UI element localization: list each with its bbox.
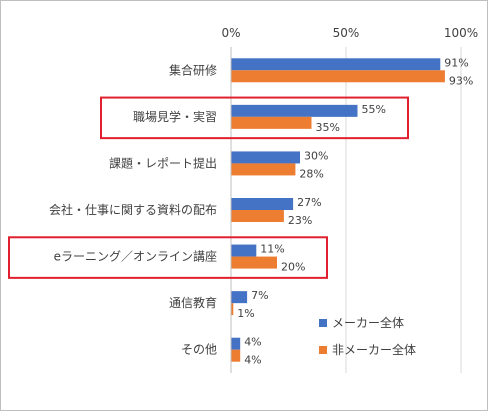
data-label: 27%: [297, 196, 321, 209]
x-tick-label: 50%: [333, 26, 360, 40]
data-label: 23%: [288, 214, 312, 227]
category-label: 通信教育: [169, 295, 217, 310]
bar-nonmaker: [231, 256, 277, 269]
bar-nonmaker: [231, 116, 312, 129]
category-label: その他: [181, 343, 217, 357]
data-label: 35%: [316, 121, 340, 134]
category-label: 会社・仕事に関する資料の配布: [49, 202, 217, 217]
bar-nonmaker: [231, 163, 296, 176]
highlight-box: [8, 236, 328, 279]
bar-maker: [231, 104, 358, 117]
data-label: 93%: [449, 74, 473, 87]
data-label: 7%: [251, 289, 268, 302]
bar-maker: [231, 337, 241, 350]
data-label: 4%: [244, 336, 261, 349]
bar-maker: [231, 58, 441, 71]
bar-maker: [231, 198, 294, 210]
bar-nonmaker: [231, 210, 284, 222]
x-tick-label: 0%: [221, 26, 240, 40]
category-label: eラーニング／オンライン講座: [54, 249, 217, 264]
legend-label: 非メーカー全体: [332, 342, 416, 357]
x-tick-label: 100%: [444, 26, 478, 40]
data-label: 1%: [237, 307, 254, 320]
legend-swatch: [319, 346, 327, 354]
data-label: 20%: [281, 261, 305, 274]
legend-label: メーカー全体: [332, 315, 404, 330]
data-label: 55%: [362, 103, 386, 116]
bar-nonmaker: [231, 303, 234, 316]
category-label: 課題・レポート提出: [109, 155, 217, 170]
data-label: 11%: [260, 243, 284, 256]
data-label: 4%: [244, 354, 261, 367]
legend-swatch: [319, 319, 327, 327]
category-label: 職場見学・実習: [133, 109, 217, 124]
bar-nonmaker: [231, 70, 445, 83]
highlight-box: [100, 96, 409, 140]
bar-maker: [231, 244, 257, 257]
data-label: 91%: [444, 56, 468, 69]
bar-maker: [231, 151, 300, 164]
category-label: 集合研修: [169, 62, 217, 77]
data-label: 30%: [304, 149, 328, 162]
bar-nonmaker: [231, 349, 241, 362]
data-label: 28%: [299, 167, 323, 180]
bar-maker: [231, 291, 248, 304]
